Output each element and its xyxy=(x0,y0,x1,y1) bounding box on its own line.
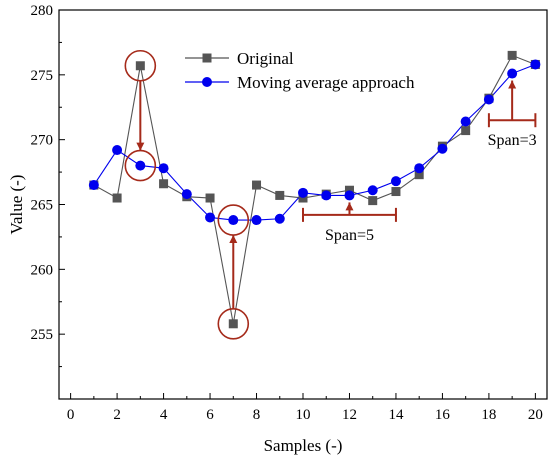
x-tick-label: 20 xyxy=(528,407,543,423)
point-moving-average xyxy=(414,163,425,174)
point-original xyxy=(112,193,122,203)
point-moving-average xyxy=(344,190,355,201)
point-original xyxy=(298,193,308,203)
y-tick-label: 265 xyxy=(31,198,54,214)
y-tick-label: 275 xyxy=(31,68,54,84)
point-moving-average xyxy=(158,163,169,174)
point-moving-average xyxy=(507,68,518,79)
x-tick-label: 0 xyxy=(67,407,75,423)
x-tick-label: 18 xyxy=(481,407,496,423)
arrow-sample-3-head xyxy=(136,142,145,151)
legend-label-moving-average: Moving average approach xyxy=(237,73,415,92)
x-tick-label: 2 xyxy=(113,407,121,423)
y-tick-label: 255 xyxy=(31,327,54,343)
series-layer xyxy=(88,50,541,329)
x-tick-label: 4 xyxy=(160,407,168,423)
point-moving-average xyxy=(460,116,471,127)
point-original xyxy=(205,193,215,203)
point-original xyxy=(228,319,238,329)
x-tick-label: 12 xyxy=(342,407,357,423)
span3-label: Span=3 xyxy=(488,132,537,149)
point-moving-average xyxy=(274,213,285,224)
x-tick-label: 16 xyxy=(435,407,451,423)
point-moving-average xyxy=(251,215,262,226)
point-moving-average xyxy=(135,160,146,171)
point-moving-average xyxy=(437,143,448,154)
arrow-sample-7-head xyxy=(229,235,238,244)
point-original xyxy=(391,187,401,197)
point-moving-average xyxy=(530,59,541,70)
point-original xyxy=(344,185,354,195)
annotations: Span=5 Span=3 xyxy=(124,49,537,340)
x-tick-label: 10 xyxy=(296,407,311,423)
y-tick-label: 270 xyxy=(31,133,54,149)
x-tick-label: 6 xyxy=(206,407,214,423)
point-moving-average xyxy=(205,212,216,223)
x-tick-label: 14 xyxy=(388,407,404,423)
point-moving-average xyxy=(367,185,378,196)
point-original xyxy=(275,190,285,200)
arrow-span3-head xyxy=(508,80,517,89)
point-original xyxy=(368,196,378,206)
point-original xyxy=(414,170,424,180)
x-axis-title: Samples (-) xyxy=(264,436,343,455)
y-axis-ticks: 255 260 265 270 275 280 xyxy=(31,3,65,368)
point-moving-average xyxy=(112,145,123,156)
y-tick-label: 280 xyxy=(31,3,54,19)
arrow-span5-head xyxy=(345,202,354,211)
plot-frame xyxy=(58,9,548,400)
point-original xyxy=(135,61,145,71)
point-moving-average xyxy=(483,94,494,105)
legend-marker-moving-average xyxy=(202,77,212,87)
series-line-original xyxy=(93,54,536,324)
x-tick-label: 8 xyxy=(253,407,261,423)
point-moving-average xyxy=(228,215,239,226)
y-tick-label: 260 xyxy=(31,262,54,278)
legend-marker-original xyxy=(202,53,212,63)
point-moving-average xyxy=(181,189,192,200)
x-axis-ticks: 0 2 4 6 8 10 12 14 16 18 20 xyxy=(67,393,543,423)
point-original xyxy=(252,180,262,190)
legend-label-original: Original xyxy=(237,49,294,68)
point-moving-average xyxy=(321,190,332,201)
point-moving-average xyxy=(88,180,99,191)
axes xyxy=(58,9,548,400)
point-moving-average xyxy=(298,187,308,198)
span5-label: Span=5 xyxy=(325,227,374,244)
y-axis-title: Value (-) xyxy=(7,175,26,235)
series-line-moving-average xyxy=(93,63,536,221)
point-original xyxy=(159,179,169,189)
point-moving-average xyxy=(390,176,401,187)
legend: Original Moving average approach xyxy=(185,49,415,92)
point-original xyxy=(461,126,471,136)
point-original xyxy=(507,50,517,60)
